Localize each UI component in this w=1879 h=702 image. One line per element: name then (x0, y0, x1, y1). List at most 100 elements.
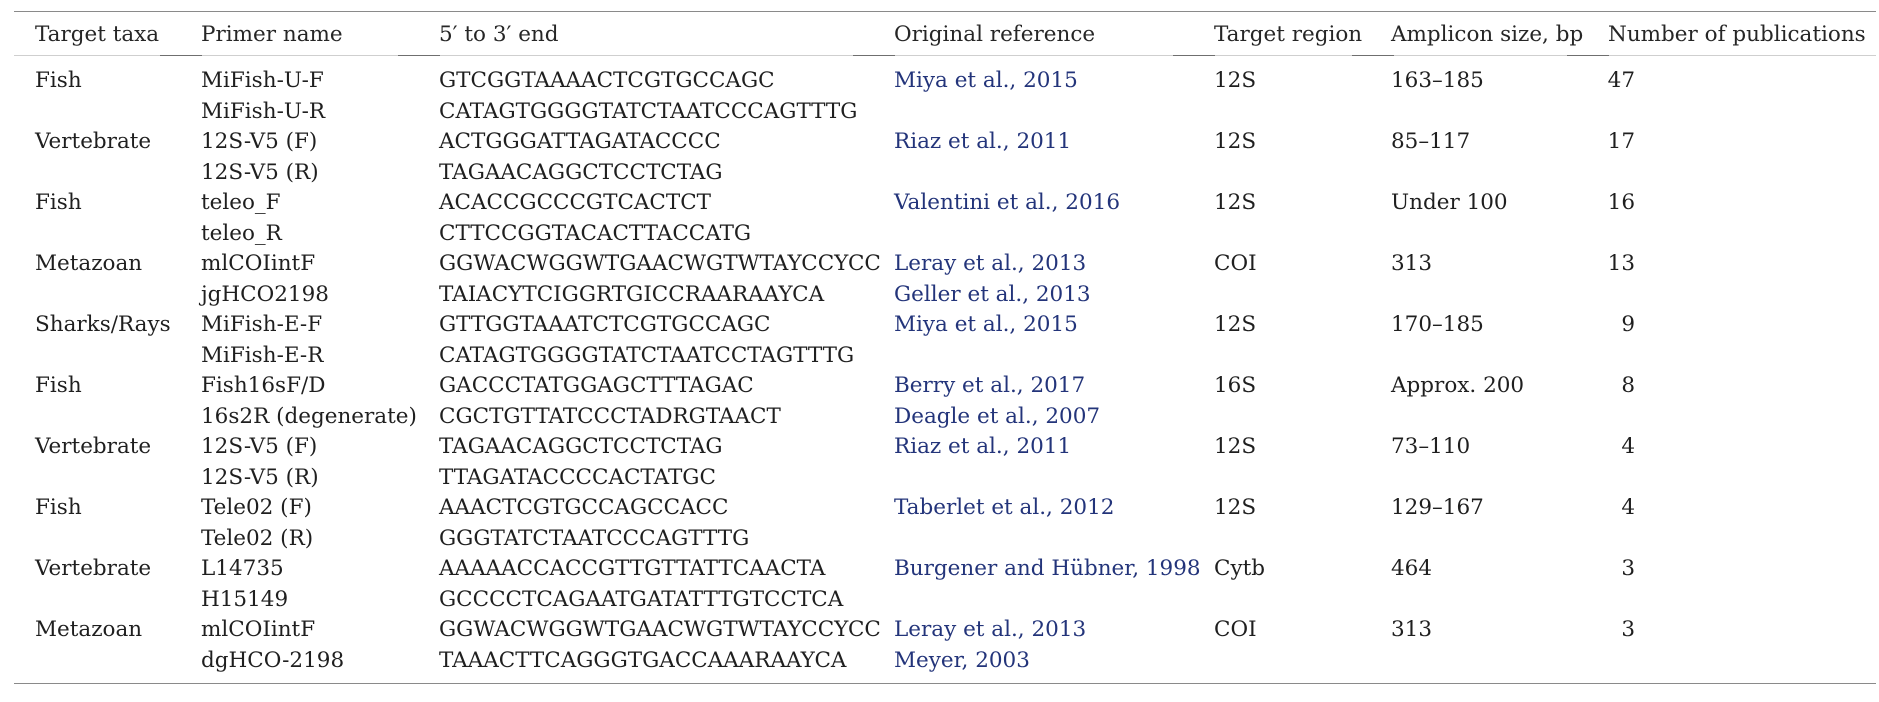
row-reference-link[interactable]: Leray et al., 2013 (894, 251, 1087, 276)
row-primer-sequence: AAACTCGTGCCAGCCACC (439, 495, 729, 520)
row-amplicon-size: 170–185 (1391, 312, 1484, 337)
row-reference-link[interactable]: Berry et al., 2017 (894, 373, 1086, 398)
row-primer-name: Tele02 (F) (201, 495, 312, 520)
row-amplicon-size: Under 100 (1391, 190, 1508, 215)
row-reference-link[interactable]: Geller et al., 2013 (894, 281, 1091, 307)
header-rule-segment (398, 55, 440, 56)
row-primer-name: MiFish-U-F (201, 68, 324, 93)
row-primer-sequence: GACCCTATGGAGCTTTAGAC (439, 373, 754, 398)
row-primer-sequence: ACACCGCCCGTCACTCT (439, 190, 712, 215)
row-target-taxa: Fish (35, 495, 82, 520)
row-target-region: 12S (1214, 190, 1257, 215)
row-target-region: 12S (1214, 495, 1257, 520)
row-target-taxa: Fish (35, 373, 82, 398)
row-target-region: 12S (1214, 68, 1257, 93)
header-rule-segment (1173, 55, 1215, 56)
row-publication-count: 3 (1621, 617, 1635, 642)
row-target-region: Cytb (1214, 556, 1265, 581)
column-header-amplicon-size: Amplicon size, bp (1391, 22, 1584, 47)
column-header-sequence: 5′ to 3′ end (439, 22, 559, 47)
row-reference-link[interactable]: Miya et al., 2015 (894, 312, 1078, 337)
row-target-taxa: Metazoan (35, 251, 143, 276)
row-primer-sequence: TAAACTTCAGGGTGACCAAARAAYCA (439, 647, 847, 673)
row-primer-name: H15149 (201, 586, 289, 612)
header-rule-segment (1567, 55, 1609, 56)
row-target-taxa: Vertebrate (35, 129, 152, 154)
row-primer-sequence: CATAGTGGGGTATCTAATCCCAGTTTG (439, 98, 858, 124)
table-top-rule (14, 11, 1876, 12)
row-primer-name: 12S-V5 (R) (201, 159, 319, 185)
row-amplicon-size: 464 (1391, 556, 1433, 581)
row-publication-count: 4 (1621, 434, 1635, 459)
header-rule-segment (853, 55, 895, 56)
row-primer-name: 16s2R (degenerate) (201, 403, 417, 429)
row-publication-count: 47 (1607, 68, 1635, 93)
row-primer-name: 12S-V5 (F) (201, 129, 318, 154)
row-primer-name: teleo_F (201, 190, 281, 215)
row-publication-count: 8 (1621, 373, 1635, 398)
row-amplicon-size: 313 (1391, 251, 1433, 276)
row-reference-link[interactable]: Valentini et al., 2016 (894, 190, 1121, 215)
row-primer-sequence: TAGAACAGGCTCCTCTAG (439, 159, 723, 185)
row-target-region: 12S (1214, 312, 1257, 337)
row-primer-sequence: CATAGTGGGGTATCTAATCCTAGTTTG (439, 342, 855, 368)
row-reference-link[interactable]: Riaz et al., 2011 (894, 434, 1072, 459)
row-publication-count: 17 (1607, 129, 1635, 154)
row-primer-sequence: GTCGGTAAAACTCGTGCCAGC (439, 68, 775, 93)
row-publication-count: 3 (1621, 556, 1635, 581)
row-primer-name: dgHCO-2198 (201, 647, 345, 673)
row-reference-link[interactable]: Meyer, 2003 (894, 647, 1030, 673)
row-primer-name: MiFish-E-R (201, 342, 324, 368)
row-target-region: COI (1214, 251, 1257, 276)
column-header-number-of-publications: Number of publications (1608, 22, 1866, 47)
row-primer-name: Fish16sF/D (201, 373, 326, 398)
column-header-target-taxa: Target taxa (35, 22, 160, 47)
row-target-taxa: Fish (35, 68, 82, 93)
row-target-taxa: Vertebrate (35, 556, 152, 581)
row-primer-sequence: GGWACWGGWTGAACWGTWTAYCCYCC (439, 617, 881, 642)
row-primer-sequence: GGGTATCTAATCCCAGTTTG (439, 525, 750, 551)
row-publication-count: 16 (1607, 190, 1635, 215)
row-target-region: 12S (1214, 434, 1257, 459)
row-amplicon-size: 163–185 (1391, 68, 1484, 93)
row-reference-link[interactable]: Burgener and Hübner, 1998 (894, 556, 1201, 581)
row-publication-count: 4 (1621, 495, 1635, 520)
column-header-primer-name: Primer name (201, 22, 343, 47)
row-primer-sequence: GGWACWGGWTGAACWGTWTAYCCYCC (439, 251, 881, 276)
row-amplicon-size: 313 (1391, 617, 1433, 642)
row-reference-link[interactable]: Miya et al., 2015 (894, 68, 1078, 93)
row-primer-name: mlCOIintF (201, 251, 316, 276)
row-primer-sequence: TTAGATACCCCACTATGC (439, 464, 716, 490)
row-target-region: 16S (1214, 373, 1257, 398)
row-primer-sequence: ACTGGGATTAGATACCCC (439, 129, 721, 154)
row-reference-link[interactable]: Taberlet et al., 2012 (894, 495, 1115, 520)
row-primer-name: 12S-V5 (R) (201, 464, 319, 490)
table-bottom-rule (14, 683, 1876, 684)
row-primer-sequence: AAAAACCACCGTTGTTATTCAACTA (439, 556, 826, 581)
row-publication-count: 13 (1607, 251, 1635, 276)
row-primer-name: Tele02 (R) (201, 525, 314, 551)
column-header-original-reference: Original reference (894, 22, 1096, 47)
row-primer-sequence: GCCCCTCAGAATGATATTTGTCCTCA (439, 586, 844, 612)
row-reference-link[interactable]: Riaz et al., 2011 (894, 129, 1072, 154)
row-primer-name: teleo_R (201, 220, 282, 246)
row-amplicon-size: 85–117 (1391, 129, 1471, 154)
row-primer-name: MiFish-U-R (201, 98, 326, 124)
row-amplicon-size: Approx. 200 (1391, 373, 1525, 398)
row-primer-name: MiFish-E-F (201, 312, 323, 337)
row-reference-link[interactable]: Deagle et al., 2007 (894, 403, 1101, 429)
row-target-taxa: Vertebrate (35, 434, 152, 459)
column-header-target-region: Target region (1214, 22, 1363, 47)
row-primer-sequence: GTTGGTAAATCTCGTGCCAGC (439, 312, 771, 337)
row-target-taxa: Sharks/Rays (35, 312, 171, 337)
row-primer-name: L14735 (201, 556, 284, 581)
row-amplicon-size: 129–167 (1391, 495, 1484, 520)
row-reference-link[interactable]: Leray et al., 2013 (894, 617, 1087, 642)
row-target-region: COI (1214, 617, 1257, 642)
row-target-taxa: Metazoan (35, 617, 143, 642)
row-primer-name: mlCOIintF (201, 617, 316, 642)
row-target-region: 12S (1214, 129, 1257, 154)
row-primer-sequence: CTTCCGGTACACTTACCATG (439, 220, 752, 246)
row-primer-sequence: TAGAACAGGCTCCTCTAG (439, 434, 723, 459)
row-target-taxa: Fish (35, 190, 82, 215)
